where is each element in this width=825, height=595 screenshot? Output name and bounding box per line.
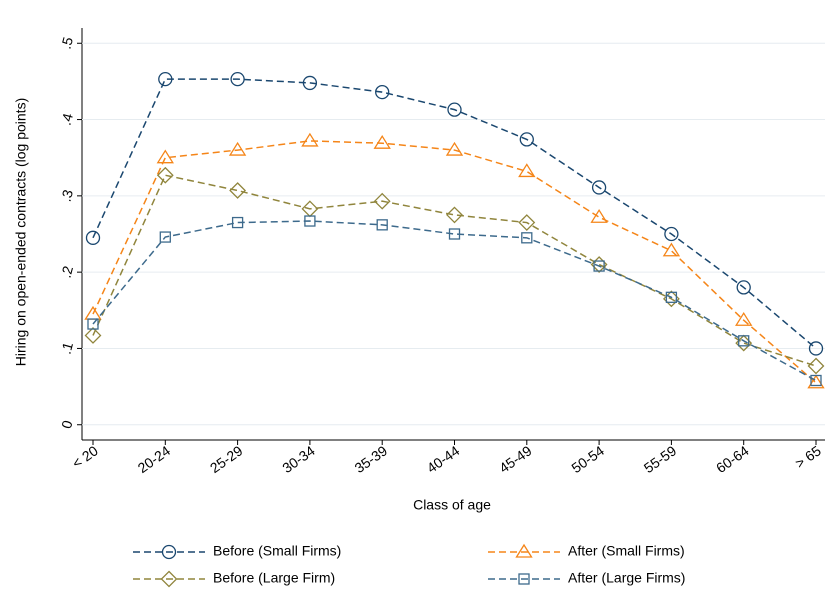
marker bbox=[302, 75, 318, 91]
y-tick-label: 0 bbox=[58, 418, 76, 430]
y-tick-label: .1 bbox=[58, 340, 77, 356]
y-tick-label: .4 bbox=[58, 111, 77, 127]
marker bbox=[665, 291, 678, 303]
marker bbox=[446, 206, 463, 224]
y-tick-label: .2 bbox=[58, 264, 77, 280]
legend-label: Before (Small Firms) bbox=[213, 543, 341, 559]
marker bbox=[373, 192, 391, 210]
marker bbox=[807, 374, 825, 389]
legend-label: Before (Large Firm) bbox=[213, 570, 335, 586]
marker bbox=[808, 341, 824, 356]
marker bbox=[518, 163, 536, 178]
marker bbox=[448, 228, 461, 240]
marker bbox=[301, 132, 319, 147]
marker bbox=[664, 226, 679, 242]
marker bbox=[515, 543, 533, 558]
y-tick-label: .3 bbox=[58, 188, 77, 204]
marker bbox=[230, 71, 245, 87]
legend-label: After (Small Firms) bbox=[568, 543, 685, 559]
marker bbox=[159, 231, 171, 243]
marker bbox=[591, 180, 607, 195]
marker bbox=[156, 166, 174, 184]
y-axis-label: Hiring on open-ended contracts (log poin… bbox=[13, 98, 29, 367]
marker bbox=[158, 71, 173, 87]
marker bbox=[593, 260, 605, 272]
series-line bbox=[92, 140, 817, 384]
marker bbox=[521, 232, 533, 244]
marker bbox=[304, 215, 316, 227]
marker bbox=[156, 149, 174, 164]
marker bbox=[518, 214, 536, 231]
marker bbox=[736, 280, 751, 295]
series-line bbox=[92, 78, 817, 350]
marker bbox=[375, 84, 390, 100]
marker bbox=[376, 219, 388, 231]
x-axis-label: Class of age bbox=[413, 497, 491, 513]
marker bbox=[373, 134, 391, 149]
marker bbox=[735, 311, 753, 326]
marker bbox=[229, 182, 247, 199]
marker bbox=[160, 570, 178, 588]
marker bbox=[810, 374, 822, 387]
marker bbox=[590, 208, 608, 223]
series-line bbox=[92, 174, 817, 367]
marker bbox=[447, 102, 462, 117]
marker bbox=[518, 573, 530, 585]
marker bbox=[662, 242, 681, 257]
marker bbox=[161, 544, 177, 560]
marker bbox=[87, 318, 99, 330]
marker bbox=[738, 335, 750, 347]
y-tick-label: .5 bbox=[58, 35, 77, 51]
legend-label: After (Large Firms) bbox=[568, 570, 685, 586]
marker bbox=[445, 141, 464, 156]
marker bbox=[228, 141, 247, 156]
marker bbox=[807, 357, 825, 375]
marker bbox=[85, 230, 101, 245]
marker bbox=[84, 327, 102, 344]
marker bbox=[231, 216, 244, 229]
marker bbox=[519, 132, 534, 147]
series-line bbox=[92, 220, 817, 382]
